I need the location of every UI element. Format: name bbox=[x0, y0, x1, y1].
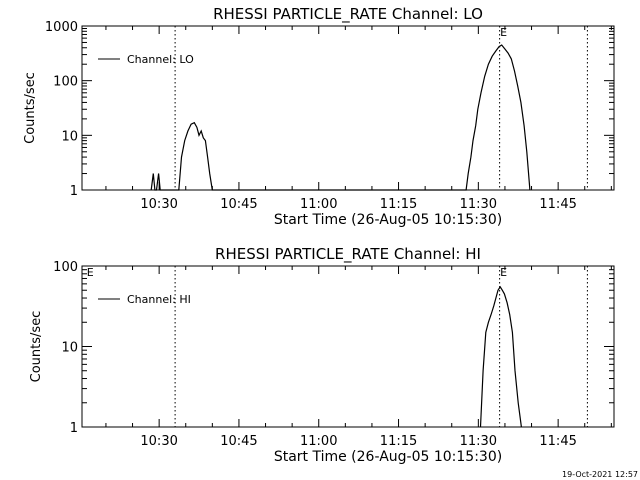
chart1-x-tick-label: 11:15 bbox=[380, 197, 417, 212]
chart1-x-tick-label: 11:30 bbox=[460, 197, 497, 212]
chart1-y-tick-label: 1 bbox=[70, 184, 78, 199]
chart1-y-tick-label: 100 bbox=[53, 75, 78, 90]
chart2-y-axis-label: Counts/sec bbox=[29, 311, 44, 383]
chart2-x-tick-label: 11:45 bbox=[539, 434, 576, 449]
chart1-series-line bbox=[150, 44, 531, 191]
chart2-plot-frame bbox=[81, 265, 615, 428]
timestamp-label: 19-Oct-2021 12:57 bbox=[562, 470, 638, 479]
chart2-series-line bbox=[479, 285, 522, 428]
chart1-x-tick-label: 11:45 bbox=[539, 197, 576, 212]
chart1-plot-frame bbox=[81, 25, 615, 191]
chart1-y-tick-label: 1000 bbox=[45, 20, 78, 35]
chart2-title: RHESSI PARTICLE_RATE Channel: HI bbox=[215, 245, 481, 264]
chart2-x-tick-label: 11:30 bbox=[460, 434, 497, 449]
chart2-x-tick-label: 10:30 bbox=[140, 434, 177, 449]
chart2-y-tick-label: 1 bbox=[70, 421, 78, 436]
chart1-x-tick-label: 11:00 bbox=[300, 197, 337, 212]
chart2-event-marker: E bbox=[87, 266, 94, 279]
chart2-event-marker: E bbox=[500, 266, 507, 279]
chart1-x-axis-label: Start Time (26-Aug-05 10:15:30) bbox=[274, 212, 502, 228]
chart1-x-tick-label: 10:45 bbox=[220, 197, 257, 212]
chart2-y-tick-label: 100 bbox=[53, 260, 78, 275]
chart2-x-tick-label: 11:15 bbox=[380, 434, 417, 449]
chart1-event-marker: E bbox=[500, 26, 507, 39]
chart2-legend-label: Channel: HI bbox=[127, 293, 191, 306]
chart2-y-tick-label: 10 bbox=[61, 341, 78, 356]
chart1-title: RHESSI PARTICLE_RATE Channel: LO bbox=[213, 5, 483, 24]
chart2-x-tick-label: 10:45 bbox=[220, 434, 257, 449]
chart2-x-tick-label: 11:00 bbox=[300, 434, 337, 449]
chart1-legend-label: Channel: LO bbox=[127, 53, 194, 66]
chart1-y-axis-label: Counts/sec bbox=[23, 72, 38, 144]
chart2-x-axis-label: Start Time (26-Aug-05 10:15:30) bbox=[274, 449, 502, 465]
chart1-x-tick-label: 10:30 bbox=[140, 197, 177, 212]
chart1-y-tick-label: 10 bbox=[61, 129, 78, 144]
